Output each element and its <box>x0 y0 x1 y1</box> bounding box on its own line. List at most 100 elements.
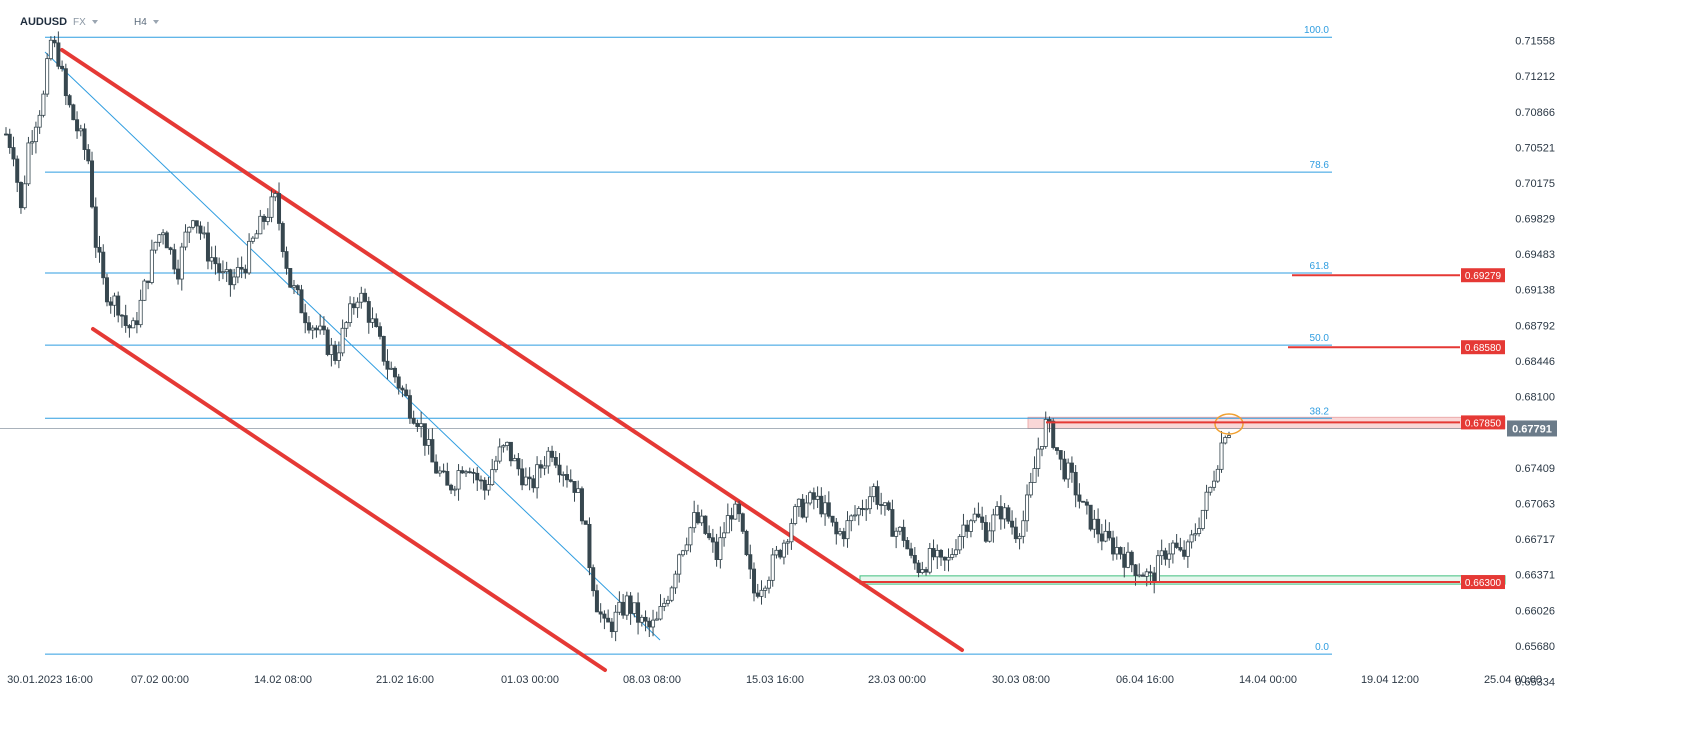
candle-body <box>939 549 944 558</box>
candle-body <box>486 484 491 491</box>
candle-body <box>149 249 154 283</box>
candle-body <box>1010 520 1015 528</box>
key-level-tag <box>1461 415 1505 430</box>
candle-body <box>370 318 375 323</box>
candle-body <box>56 42 61 67</box>
candle-body <box>127 325 132 329</box>
candle-body <box>729 515 734 520</box>
candle-body <box>232 276 237 286</box>
key-level-label: 0.69279 <box>1465 271 1502 282</box>
candle-body <box>916 562 921 574</box>
candle-body <box>415 422 420 427</box>
candle-body <box>333 344 338 361</box>
candle-body <box>1051 420 1056 448</box>
y-tick-label: 0.67409 <box>1515 463 1555 475</box>
candle-body <box>1133 564 1138 576</box>
candle-body <box>1174 542 1179 548</box>
candle-body <box>336 352 341 361</box>
candle-body <box>763 587 768 591</box>
candle-body <box>931 548 936 558</box>
candle-body <box>191 220 196 228</box>
candle-body <box>445 471 450 486</box>
candle-body <box>1152 572 1157 583</box>
candle-body <box>501 445 506 448</box>
candle-body <box>1013 526 1018 540</box>
candle-body <box>280 223 285 252</box>
candle-body <box>695 512 700 524</box>
candle-body <box>602 613 607 619</box>
trend-line <box>44 51 661 641</box>
market-dropdown[interactable]: FX <box>73 14 98 30</box>
candle-body <box>1032 468 1037 483</box>
price-axis[interactable]: 0.71558 0.71212 0.70866 0.70521 0.70175 0.698… <box>1515 36 1555 689</box>
candle-body <box>284 251 289 269</box>
candle-body <box>1058 450 1063 460</box>
candle-body <box>318 325 323 331</box>
candle-body <box>1212 480 1217 488</box>
candle-body <box>400 387 405 391</box>
time-axis[interactable]: 30.01.2023 16:00 07.02 00:00 14.02 08:00 21… <box>7 674 1542 686</box>
candle-body <box>852 514 857 517</box>
candle-body <box>1178 547 1183 551</box>
candle-body <box>527 476 532 480</box>
highlight-circle <box>1214 413 1244 435</box>
candle-body <box>542 465 547 469</box>
candle-body <box>901 526 906 541</box>
candle-body <box>471 471 476 474</box>
candle-body <box>104 277 109 303</box>
candle-body <box>291 285 296 288</box>
current-price-tag <box>1507 420 1557 437</box>
candle-body <box>11 147 16 160</box>
candle-body <box>991 514 996 532</box>
candle-body <box>550 450 555 458</box>
candle-body <box>1006 507 1011 522</box>
candle-body <box>1103 530 1108 542</box>
candle-body <box>434 461 439 474</box>
candle-body <box>875 486 880 505</box>
x-tick-label: 21.02 16:00 <box>376 674 434 686</box>
candle-body <box>523 476 528 486</box>
candle-body <box>968 520 973 532</box>
candle-body <box>759 589 764 597</box>
candle-body <box>778 549 783 558</box>
candle-body <box>665 599 670 604</box>
candle-body <box>744 530 749 556</box>
candle-body <box>325 329 330 355</box>
candle-body <box>404 389 409 396</box>
timeframe-dropdown[interactable]: H4 <box>134 14 159 30</box>
candle-body <box>737 503 742 515</box>
candle-body <box>703 515 708 534</box>
candle-body <box>1069 462 1074 473</box>
candle-body <box>1084 501 1089 506</box>
candle-body <box>4 133 9 136</box>
candle-body <box>609 621 614 633</box>
candle-body <box>452 488 457 491</box>
candle-body <box>157 234 162 243</box>
candle-body <box>45 58 50 95</box>
candle-body <box>621 601 626 616</box>
candle-body <box>1066 462 1071 480</box>
candle-body <box>1039 446 1044 450</box>
candle-body <box>553 457 558 466</box>
candle-body <box>164 232 169 249</box>
candle-body <box>819 495 824 515</box>
fib-label: 61.8 <box>1310 261 1330 272</box>
candle-body <box>1219 442 1224 470</box>
candle-body <box>441 470 446 473</box>
candle-body <box>449 484 454 491</box>
x-tick-label: 19.04 12:00 <box>1361 674 1419 686</box>
candle-body <box>684 544 689 552</box>
x-tick-label: 07.02 00:00 <box>131 674 189 686</box>
candle-body <box>894 530 899 537</box>
candle-body <box>1088 504 1093 530</box>
candle-body <box>591 567 596 592</box>
candle-body <box>823 502 828 515</box>
key-level-label: 0.66300 <box>1465 578 1502 589</box>
candle-body <box>572 480 577 493</box>
candles-layer <box>4 31 1244 642</box>
candle-body <box>606 617 611 623</box>
candle-body <box>1036 448 1041 469</box>
candle-body <box>497 446 502 462</box>
candle-body <box>920 569 925 574</box>
